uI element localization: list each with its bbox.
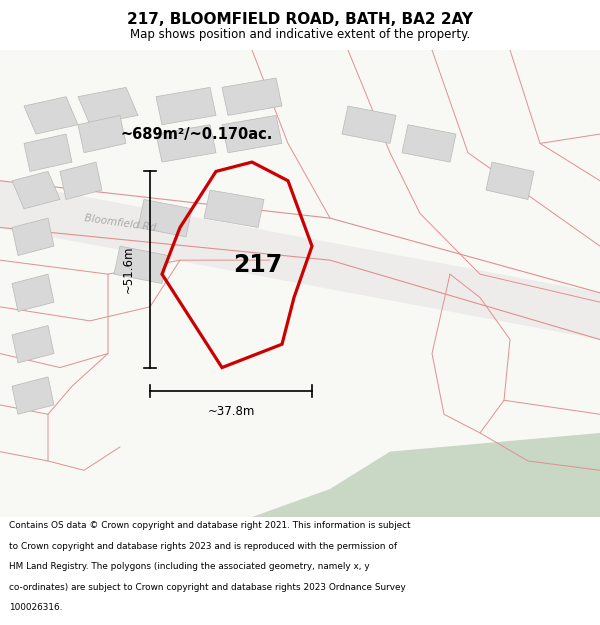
Polygon shape xyxy=(252,433,600,517)
Text: ~689m²/~0.170ac.: ~689m²/~0.170ac. xyxy=(120,126,272,141)
Polygon shape xyxy=(0,181,600,339)
Polygon shape xyxy=(156,125,216,162)
Polygon shape xyxy=(222,78,282,116)
Polygon shape xyxy=(24,134,72,171)
Polygon shape xyxy=(222,116,282,152)
Text: ~51.6m: ~51.6m xyxy=(122,246,135,293)
Polygon shape xyxy=(24,97,78,134)
Text: ~37.8m: ~37.8m xyxy=(208,405,254,418)
Polygon shape xyxy=(138,199,192,237)
Text: co-ordinates) are subject to Crown copyright and database rights 2023 Ordnance S: co-ordinates) are subject to Crown copyr… xyxy=(9,583,406,592)
Polygon shape xyxy=(12,218,54,256)
Polygon shape xyxy=(12,377,54,414)
Text: 217: 217 xyxy=(233,253,283,277)
Polygon shape xyxy=(12,326,54,363)
Polygon shape xyxy=(12,171,60,209)
Polygon shape xyxy=(486,162,534,199)
Polygon shape xyxy=(114,246,168,284)
Polygon shape xyxy=(60,162,102,199)
Polygon shape xyxy=(342,106,396,143)
Polygon shape xyxy=(204,190,264,228)
Text: HM Land Registry. The polygons (including the associated geometry, namely x, y: HM Land Registry. The polygons (includin… xyxy=(9,562,370,571)
Polygon shape xyxy=(78,88,138,125)
Polygon shape xyxy=(12,274,54,311)
Text: Bloomfield Rd: Bloomfield Rd xyxy=(84,213,157,232)
Text: to Crown copyright and database rights 2023 and is reproduced with the permissio: to Crown copyright and database rights 2… xyxy=(9,542,397,551)
Polygon shape xyxy=(402,125,456,162)
Polygon shape xyxy=(78,116,126,152)
Text: 217, BLOOMFIELD ROAD, BATH, BA2 2AY: 217, BLOOMFIELD ROAD, BATH, BA2 2AY xyxy=(127,12,473,28)
Text: Map shows position and indicative extent of the property.: Map shows position and indicative extent… xyxy=(130,28,470,41)
Polygon shape xyxy=(156,88,216,125)
Polygon shape xyxy=(0,50,600,517)
Text: Contains OS data © Crown copyright and database right 2021. This information is : Contains OS data © Crown copyright and d… xyxy=(9,521,410,531)
Text: 100026316.: 100026316. xyxy=(9,603,62,612)
